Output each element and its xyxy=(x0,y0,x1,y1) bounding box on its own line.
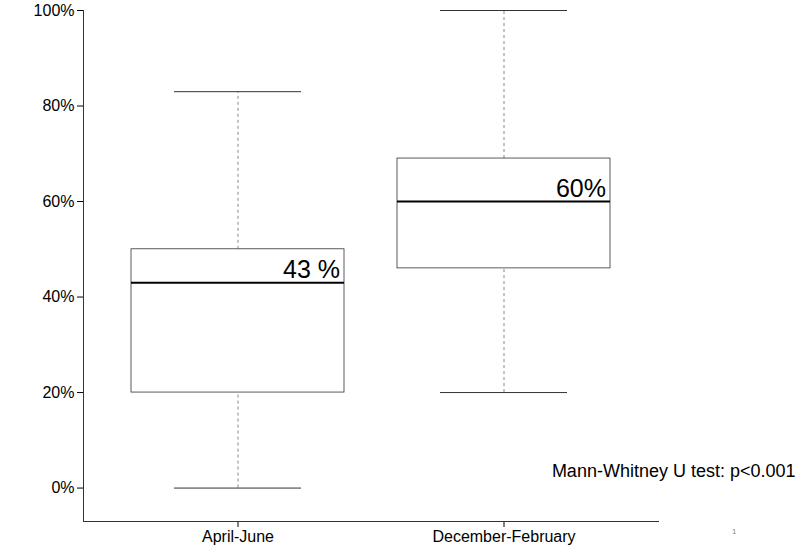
svg-text:60%: 60% xyxy=(556,174,606,202)
svg-text:100%: 100% xyxy=(34,2,75,19)
svg-text:0%: 0% xyxy=(51,479,74,496)
svg-text:80%: 80% xyxy=(42,97,74,114)
svg-text:60%: 60% xyxy=(42,193,74,210)
svg-text:Mann-Whitney U test: p<0.001: Mann-Whitney U test: p<0.001 xyxy=(552,461,796,481)
svg-text:20%: 20% xyxy=(42,384,74,401)
svg-text:December-February: December-February xyxy=(432,528,575,545)
svg-text:40%: 40% xyxy=(42,288,74,305)
svg-text:April-June: April-June xyxy=(202,528,274,545)
svg-text:1: 1 xyxy=(732,527,737,536)
svg-text:43 %: 43 % xyxy=(283,255,340,283)
